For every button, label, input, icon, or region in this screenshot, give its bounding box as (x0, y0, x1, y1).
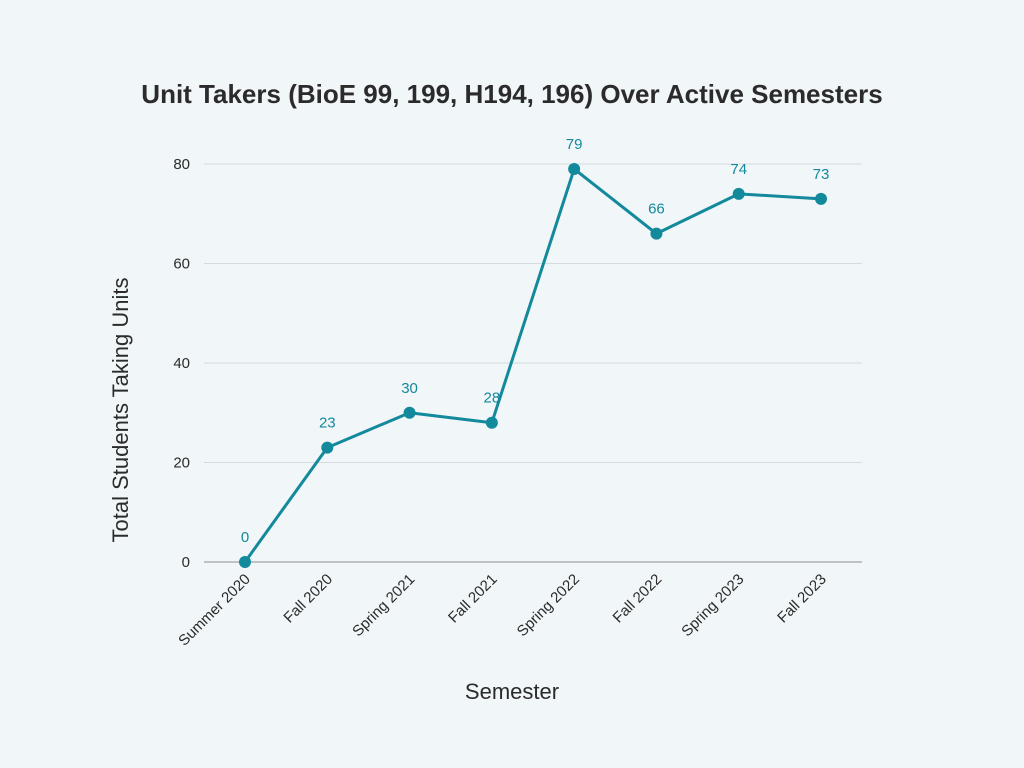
data-labels: 0 23 30 28 79 66 74 73 (241, 136, 830, 546)
data-label: 79 (566, 136, 583, 153)
y-tick-label: 0 (182, 554, 190, 571)
data-label: 74 (730, 161, 747, 178)
data-point (239, 556, 251, 568)
series-line (243, 167, 823, 564)
y-axis-title: Total Students Taking Units (108, 278, 133, 543)
data-label: 23 (319, 415, 336, 432)
x-tick-label: Fall 2020 (280, 571, 336, 627)
data-point (485, 416, 498, 429)
data-point (321, 441, 334, 454)
x-tick-label: Fall 2023 (774, 571, 830, 627)
y-tick-label: 20 (173, 455, 190, 472)
x-tick-label: Spring 2022 (514, 571, 583, 640)
y-tick-label: 60 (173, 256, 190, 273)
y-tick-label: 80 (173, 156, 190, 173)
data-label: 0 (241, 529, 249, 546)
x-tick-label: Fall 2021 (445, 571, 501, 627)
data-label: 66 (648, 201, 665, 218)
x-tick-label: Spring 2023 (678, 571, 747, 640)
x-axis-title: Semester (465, 679, 559, 704)
data-point (403, 406, 416, 419)
x-tick-label: Summer 2020 (175, 571, 254, 650)
data-point (815, 192, 827, 205)
gridlines (204, 163, 862, 563)
series-layer (239, 162, 827, 568)
x-axis-ticks: Summer 2020 Fall 2020 Spring 2021 Fall 2021… (175, 571, 830, 650)
data-label: 28 (484, 390, 501, 407)
x-tick-label: Fall 2022 (610, 571, 666, 627)
data-point (568, 162, 581, 175)
y-tick-label: 40 (173, 355, 190, 372)
x-tick-label: Spring 2021 (349, 571, 418, 640)
data-point (650, 227, 663, 240)
y-axis-ticks: 0 20 40 60 80 (173, 156, 190, 571)
data-point (732, 187, 745, 200)
chart-title: Unit Takers (BioE 99, 199, H194, 196) Ov… (141, 79, 882, 109)
data-label: 30 (401, 380, 418, 397)
data-label: 73 (813, 166, 830, 183)
